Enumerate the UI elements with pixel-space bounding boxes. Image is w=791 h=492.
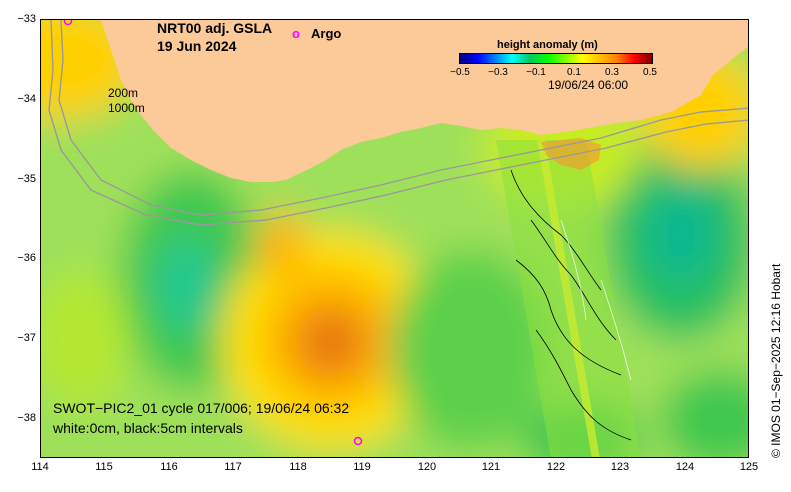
x-tick-label: 121	[481, 461, 501, 473]
sea-level-map	[41, 20, 748, 457]
x-tick-label: 115	[95, 461, 113, 473]
x-tick-label: 123	[610, 461, 630, 473]
argo-legend-icon: o	[292, 26, 300, 41]
swot-zero-contours	[560, 219, 632, 381]
isobath-200m	[58, 20, 748, 216]
x-tick-label: 125	[739, 461, 759, 473]
colorbar-tick: 0.5	[643, 67, 657, 78]
copyright-notice: © IMOS 01−Sep−2025 12:16 Hobart	[769, 263, 783, 458]
isobath-200m-label: 200m	[108, 86, 139, 100]
colorbar-tick: −0.3	[488, 67, 508, 78]
map-title: NRT00 adj. GSLA	[157, 20, 273, 36]
x-tick-label: 118	[289, 461, 307, 473]
isobath-1000m-label: 1000m	[108, 101, 145, 115]
y-tick-label: −34	[17, 93, 36, 105]
y-tick-label: −36	[17, 252, 36, 264]
argo-legend-label: Argo	[311, 26, 342, 41]
x-tick-label: 119	[353, 461, 371, 473]
y-tick-label: −37	[17, 332, 36, 344]
x-tick-label: 114	[31, 461, 49, 473]
x-tick-label: 122	[546, 461, 566, 473]
y-tick-label: −38	[17, 412, 36, 424]
isobath-1000m	[48, 20, 748, 226]
colorbar-tick: −0.5	[450, 67, 470, 78]
x-tick-label: 124	[675, 461, 695, 473]
y-tick-label: −35	[17, 173, 36, 185]
map-date: 19 Jun 2024	[157, 38, 237, 54]
altimetry-timestamp: 19/06/24 06:00	[548, 78, 629, 92]
colorbar-tick: −0.1	[526, 67, 546, 78]
x-tick-label: 117	[224, 461, 242, 473]
argo-floats	[63, 20, 363, 446]
x-tick-label: 116	[160, 461, 178, 473]
colorbar-tick: 0.3	[605, 67, 619, 78]
y-tick-label: −33	[17, 13, 36, 25]
colorbar-tick: 0.1	[567, 67, 581, 78]
swot-contours	[510, 169, 632, 441]
land-mass-east	[541, 138, 601, 170]
swot-pass-label: SWOT−PIC2_01 cycle 017/006; 19/06/24 06:…	[53, 400, 350, 416]
x-tick-label: 120	[417, 461, 437, 473]
colorbar	[459, 53, 653, 64]
colorbar-title: height anomaly (m)	[497, 39, 598, 51]
swot-contour-legend: white:0cm, black:5cm intervals	[53, 420, 243, 436]
swot-nadir-line	[537, 139, 600, 457]
map-frame	[40, 19, 749, 458]
